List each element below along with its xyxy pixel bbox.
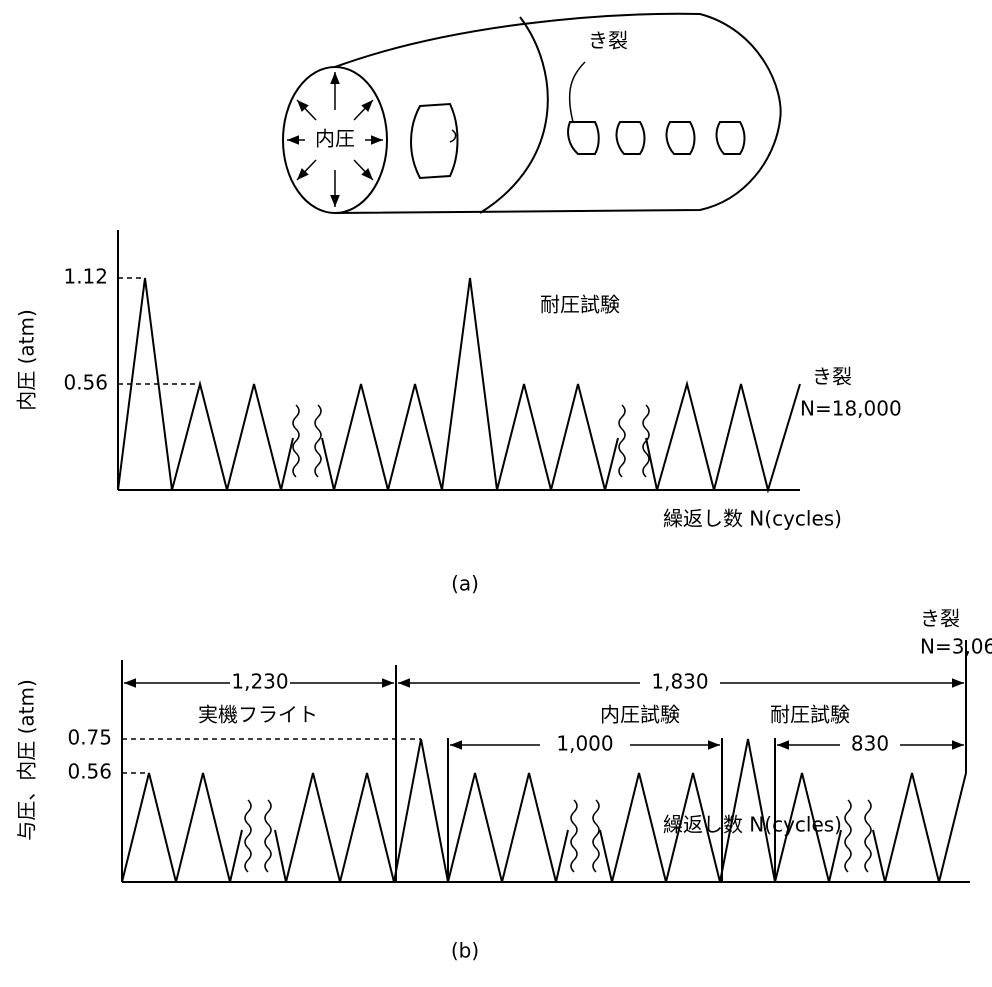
break-mark	[571, 800, 577, 872]
phase-label: 耐圧試験	[770, 703, 850, 727]
break-mark	[315, 405, 321, 477]
break-mark	[865, 800, 871, 872]
caption: (b)	[451, 939, 479, 963]
y-tick-label: 1.12	[63, 265, 108, 289]
crack-label: き裂	[588, 29, 628, 53]
interval-label: 1,830	[651, 670, 708, 694]
break-mark	[593, 800, 599, 872]
cylinder: 内圧 き裂	[283, 14, 781, 213]
annotation: 耐圧試験	[540, 293, 620, 317]
break-mark	[293, 405, 299, 477]
phase-label: 内圧試験	[600, 703, 680, 727]
figure: 内圧 き裂 1.12 0.56 耐圧試験 き裂 N=18,000 繰返し数 N(…	[0, 0, 992, 987]
break-mark	[845, 800, 851, 872]
x-axis-label: 繰返し数 N(cycles)	[663, 813, 842, 837]
y-tick-label: 0.56	[63, 371, 108, 395]
crack-label: き裂	[920, 607, 960, 631]
y-tick-label: 0.56	[67, 760, 112, 784]
interval-label: 1,000	[556, 732, 613, 756]
panel-b: 0.75 0.56 1,230 1,830 1,000 830 実機フライト 内…	[15, 607, 992, 963]
crack-cycles: N=3,060	[920, 635, 992, 659]
break-mark	[643, 405, 649, 477]
crack-label: き裂	[812, 365, 852, 389]
break-mark	[619, 405, 625, 477]
break-mark	[245, 800, 251, 872]
pressure-label: 内圧	[315, 127, 355, 151]
interval-label: 1,230	[231, 670, 288, 694]
y-axis-label: 内圧 (atm)	[15, 309, 39, 411]
y-tick-label: 0.75	[67, 726, 112, 750]
phase-label: 実機フライト	[198, 703, 318, 727]
crack-cycles: N=18,000	[800, 397, 902, 421]
break-mark	[265, 800, 271, 872]
interval-label: 830	[851, 732, 889, 756]
caption: (a)	[451, 572, 479, 596]
panel-a: 1.12 0.56 耐圧試験 き裂 N=18,000 繰返し数 N(cycles…	[15, 230, 902, 596]
y-axis-label: 与圧、内圧 (atm)	[15, 679, 39, 841]
x-axis-label: 繰返し数 N(cycles)	[663, 507, 842, 531]
